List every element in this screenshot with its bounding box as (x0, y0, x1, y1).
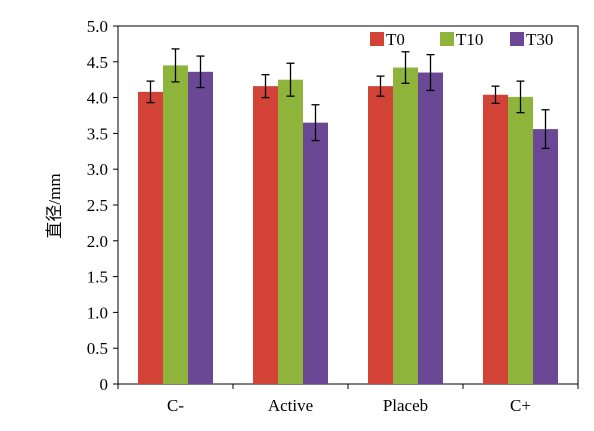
y-tick-label: 2.5 (87, 196, 108, 215)
x-category-label: C+ (510, 396, 531, 415)
x-category-label: Active (268, 396, 313, 415)
legend-label-t30: T30 (526, 30, 553, 49)
legend-swatch-t0 (370, 32, 384, 46)
y-tick-label: 0 (100, 375, 109, 394)
bar-t0 (138, 91, 163, 384)
legend-label-t0: T0 (386, 30, 405, 49)
y-tick-label: 5.0 (87, 17, 108, 36)
y-tick-label: 4.5 (87, 53, 108, 72)
y-tick-label: 0.5 (87, 339, 108, 358)
bar-t10 (278, 79, 303, 384)
y-tick-label: 3.0 (87, 160, 108, 179)
legend-swatch-t10 (440, 32, 454, 46)
legend-label-t10: T10 (456, 30, 483, 49)
bar-t30 (303, 122, 328, 384)
y-tick-label: 1.5 (87, 268, 108, 287)
bar-t0 (253, 86, 278, 385)
bar-t0 (483, 94, 508, 385)
bar-t10 (393, 67, 418, 384)
bar-t30 (533, 129, 558, 384)
y-tick-label: 1.0 (87, 303, 108, 322)
bar-t30 (418, 72, 443, 384)
bar-t10 (163, 65, 188, 384)
y-axis-title: 直径/mm (45, 173, 64, 238)
legend-swatch-t30 (510, 32, 524, 46)
y-tick-label: 3.5 (87, 124, 108, 143)
bar-t30 (188, 71, 213, 384)
bar-t0 (368, 86, 393, 385)
y-tick-label: 4.0 (87, 89, 108, 108)
y-tick-label: 2.0 (87, 232, 108, 251)
bar-t10 (508, 96, 533, 384)
x-category-label: C- (167, 396, 184, 415)
x-category-label: Placeb (383, 396, 428, 415)
